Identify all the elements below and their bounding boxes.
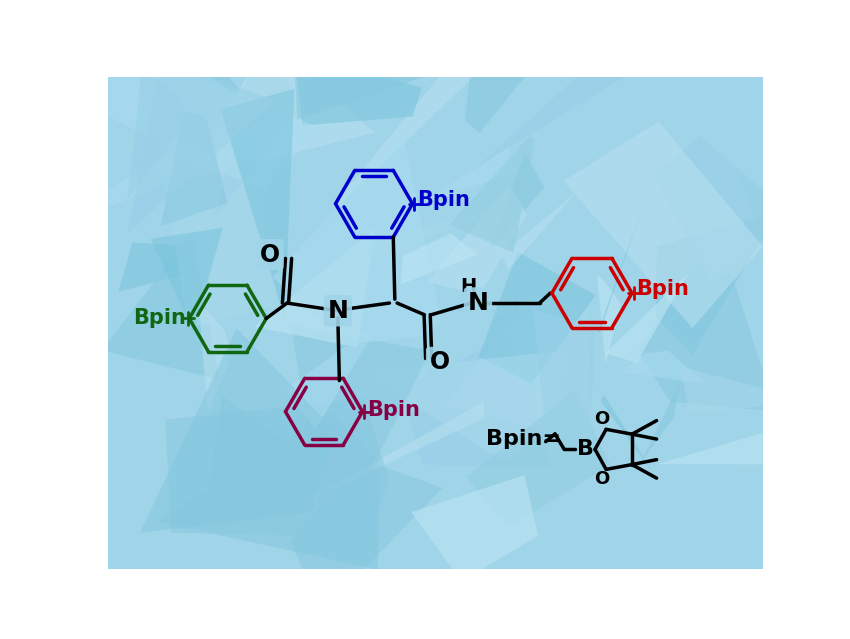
Polygon shape	[294, 47, 515, 119]
Polygon shape	[332, 43, 480, 208]
Polygon shape	[290, 459, 443, 612]
Polygon shape	[452, 306, 505, 313]
Polygon shape	[94, 141, 218, 213]
Polygon shape	[96, 37, 319, 191]
Polygon shape	[285, 321, 381, 429]
Polygon shape	[638, 233, 776, 411]
Text: Bpin: Bpin	[416, 190, 470, 210]
Text: N: N	[468, 291, 489, 315]
Polygon shape	[655, 212, 777, 355]
Polygon shape	[200, 52, 275, 130]
Polygon shape	[157, 412, 378, 570]
Polygon shape	[601, 395, 652, 472]
Text: O: O	[594, 410, 609, 428]
Polygon shape	[118, 242, 197, 291]
Text: Bpin: Bpin	[367, 400, 420, 420]
Text: H: H	[461, 277, 477, 296]
Polygon shape	[444, 291, 592, 443]
Polygon shape	[273, 134, 441, 344]
Polygon shape	[597, 275, 621, 364]
Text: N: N	[327, 299, 348, 323]
Polygon shape	[681, 367, 807, 413]
Polygon shape	[479, 252, 596, 384]
Polygon shape	[165, 398, 388, 537]
Text: B: B	[577, 440, 594, 459]
Polygon shape	[292, 325, 430, 557]
Polygon shape	[214, 41, 301, 219]
Text: Bpin: Bpin	[133, 309, 186, 328]
Polygon shape	[271, 47, 410, 66]
Polygon shape	[203, 396, 305, 527]
Text: O: O	[429, 350, 450, 374]
Text: O: O	[260, 243, 281, 266]
Polygon shape	[738, 175, 768, 252]
Polygon shape	[621, 351, 706, 384]
Polygon shape	[161, 111, 228, 226]
Polygon shape	[356, 207, 504, 260]
Polygon shape	[427, 185, 527, 294]
Polygon shape	[653, 137, 795, 283]
Polygon shape	[406, 334, 552, 468]
Polygon shape	[101, 233, 219, 380]
Polygon shape	[155, 114, 279, 328]
Polygon shape	[467, 390, 610, 525]
Polygon shape	[173, 146, 269, 192]
Polygon shape	[182, 68, 375, 181]
Polygon shape	[221, 89, 294, 318]
Polygon shape	[474, 48, 629, 169]
Polygon shape	[128, 68, 188, 200]
Polygon shape	[310, 574, 488, 625]
Text: Bpin=: Bpin=	[485, 429, 561, 449]
Text: Bpin: Bpin	[637, 279, 689, 299]
Polygon shape	[605, 274, 688, 363]
Polygon shape	[294, 52, 422, 125]
Polygon shape	[292, 401, 484, 508]
Polygon shape	[400, 233, 478, 284]
Polygon shape	[533, 309, 595, 450]
Polygon shape	[489, 153, 545, 252]
Polygon shape	[417, 148, 516, 206]
Polygon shape	[449, 137, 535, 252]
Polygon shape	[140, 328, 333, 533]
Polygon shape	[150, 227, 223, 332]
Polygon shape	[502, 192, 577, 270]
Polygon shape	[563, 121, 762, 328]
Polygon shape	[199, 302, 231, 415]
Polygon shape	[657, 428, 779, 465]
Polygon shape	[465, 26, 560, 133]
Polygon shape	[128, 59, 275, 234]
Polygon shape	[598, 206, 643, 333]
Polygon shape	[411, 475, 538, 581]
Text: O: O	[594, 470, 609, 488]
Polygon shape	[254, 229, 375, 348]
Polygon shape	[109, 77, 762, 569]
Polygon shape	[363, 351, 566, 463]
Polygon shape	[641, 384, 679, 462]
